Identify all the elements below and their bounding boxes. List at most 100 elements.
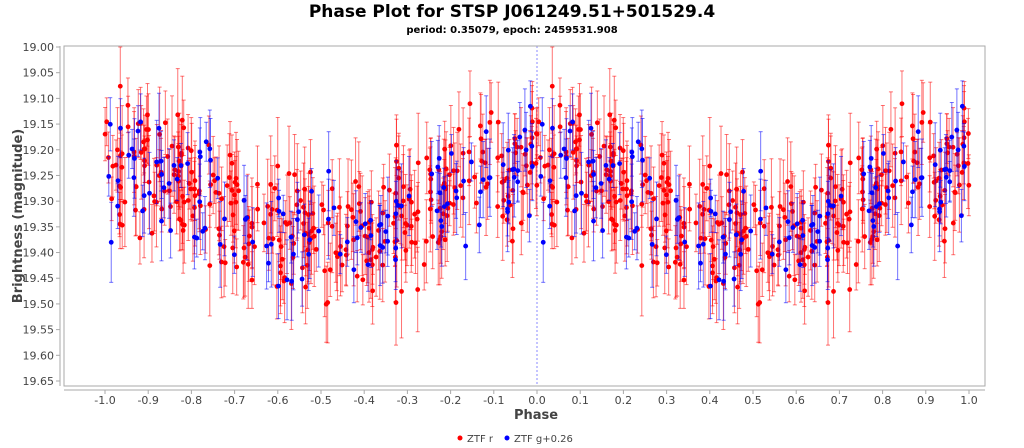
data-point xyxy=(509,238,515,244)
data-point xyxy=(295,217,300,223)
data-point xyxy=(959,213,964,219)
data-point xyxy=(284,277,290,283)
data-point xyxy=(527,213,532,219)
data-point xyxy=(278,270,283,276)
data-point xyxy=(874,237,880,243)
data-point xyxy=(550,125,555,131)
data-point xyxy=(175,112,181,118)
data-point xyxy=(268,182,274,187)
data-point xyxy=(529,163,535,169)
data-point xyxy=(249,220,255,226)
data-point xyxy=(629,149,635,155)
data-point xyxy=(761,223,767,229)
data-point xyxy=(547,147,552,153)
data-point xyxy=(943,166,949,172)
data-point xyxy=(158,158,164,164)
x-tick-label: -0.2 xyxy=(440,394,461,407)
data-point xyxy=(693,220,699,226)
data-point xyxy=(708,237,714,243)
data-point xyxy=(370,288,376,294)
data-point xyxy=(879,172,884,178)
data-point xyxy=(606,199,612,205)
data-point xyxy=(581,230,587,236)
data-point xyxy=(745,246,751,252)
data-point xyxy=(430,234,436,239)
data-point xyxy=(415,160,421,166)
x-tick-label: 0.5 xyxy=(744,394,762,407)
data-point xyxy=(937,147,943,153)
data-point xyxy=(588,125,594,131)
data-point xyxy=(331,205,337,211)
data-point xyxy=(714,220,720,225)
data-point xyxy=(676,215,682,221)
data-point xyxy=(590,158,596,164)
data-point xyxy=(647,175,653,181)
data-point xyxy=(109,196,115,202)
data-point xyxy=(769,204,774,210)
data-point xyxy=(586,159,592,165)
data-point xyxy=(434,208,440,214)
data-point xyxy=(313,246,319,252)
x-tick-label: -0.5 xyxy=(310,394,331,407)
data-point xyxy=(380,244,386,250)
data-point xyxy=(659,152,665,158)
data-point xyxy=(126,152,132,158)
data-point xyxy=(135,128,141,134)
y-tick-label: 19.55 xyxy=(23,324,55,337)
data-point xyxy=(192,178,198,184)
data-point xyxy=(639,201,645,207)
data-point xyxy=(365,262,371,268)
data-point xyxy=(833,184,838,190)
data-point xyxy=(175,144,181,150)
data-point xyxy=(429,171,435,177)
data-point xyxy=(329,186,335,192)
data-point xyxy=(414,216,420,222)
data-point xyxy=(761,186,767,192)
data-point xyxy=(442,237,448,243)
data-point xyxy=(886,195,892,201)
data-point xyxy=(104,119,110,125)
data-point xyxy=(895,243,901,249)
data-point xyxy=(573,193,579,199)
data-point xyxy=(579,190,584,196)
x-tick-label: 0.8 xyxy=(874,394,892,407)
data-point xyxy=(825,198,831,204)
data-point xyxy=(783,267,789,273)
data-point xyxy=(282,220,288,225)
data-point xyxy=(937,193,943,199)
data-point xyxy=(174,176,180,182)
y-tick-label: 19.30 xyxy=(23,195,55,208)
data-point xyxy=(591,172,596,177)
legend-label-g: ZTF g+0.26 xyxy=(514,434,573,445)
data-point xyxy=(472,174,477,180)
data-point xyxy=(458,183,464,189)
plot-frame xyxy=(63,45,986,387)
data-point xyxy=(298,198,304,203)
data-point xyxy=(393,245,399,251)
data-point xyxy=(927,155,933,161)
data-point xyxy=(797,262,803,268)
data-point xyxy=(162,120,168,126)
y-tick-label: 19.20 xyxy=(23,144,55,157)
data-point xyxy=(329,223,335,229)
data-point xyxy=(871,224,877,229)
data-point xyxy=(741,188,747,194)
x-tick-label: -0.1 xyxy=(483,394,504,407)
data-point xyxy=(763,205,769,211)
data-point xyxy=(275,163,281,169)
data-point xyxy=(511,166,517,172)
data-point xyxy=(785,179,790,184)
data-point xyxy=(540,239,546,245)
data-point xyxy=(712,211,718,217)
data-point xyxy=(326,168,332,174)
data-point xyxy=(299,276,305,282)
x-tick-label: 1.0 xyxy=(960,394,978,407)
data-point xyxy=(406,193,412,199)
y-tick-label: 19.35 xyxy=(23,221,55,234)
data-point xyxy=(441,204,447,210)
data-point xyxy=(751,202,757,208)
data-point xyxy=(289,278,295,284)
data-point xyxy=(477,123,483,129)
data-point xyxy=(733,232,739,238)
